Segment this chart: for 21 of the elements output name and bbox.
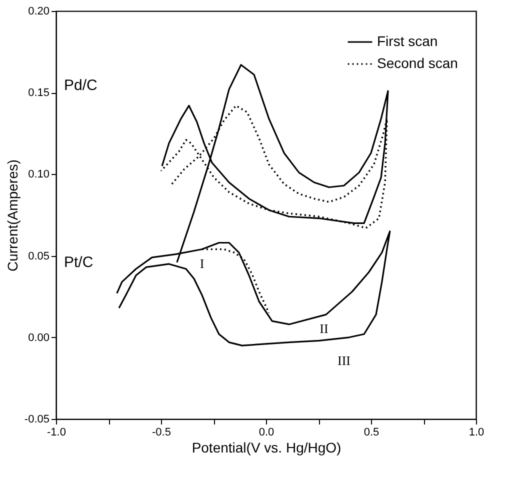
annotation: Pt/C bbox=[64, 254, 94, 271]
x-tick-label: 1.0 bbox=[468, 426, 484, 438]
annotation: III bbox=[338, 353, 350, 368]
y-tick-label: 0.00 bbox=[28, 332, 50, 344]
annotation: II bbox=[320, 321, 328, 336]
y-tick-label: 0.15 bbox=[28, 87, 50, 100]
annotation: Pd/C bbox=[64, 77, 98, 94]
annotation: I bbox=[200, 256, 204, 271]
y-tick-label: 0.10 bbox=[28, 168, 50, 181]
line-series bbox=[201, 248, 270, 314]
x-tick-label: -1.0 bbox=[47, 426, 66, 438]
y-tick-label: 0.05 bbox=[28, 250, 50, 262]
y-tick-label: 0.20 bbox=[28, 6, 50, 18]
x-tick-label: -0.5 bbox=[152, 426, 171, 438]
legend-label: Second scan bbox=[377, 55, 458, 71]
x-tick-label: 0.0 bbox=[258, 426, 274, 438]
y-axis-title: Current(Amperes) bbox=[4, 159, 20, 272]
x-tick-label: 0.5 bbox=[364, 426, 380, 438]
x-axis-title: Potential(V vs. Hg/HgO) bbox=[192, 440, 342, 456]
legend-label: First scan bbox=[377, 33, 438, 49]
y-tick-label: -0.05 bbox=[24, 414, 50, 426]
